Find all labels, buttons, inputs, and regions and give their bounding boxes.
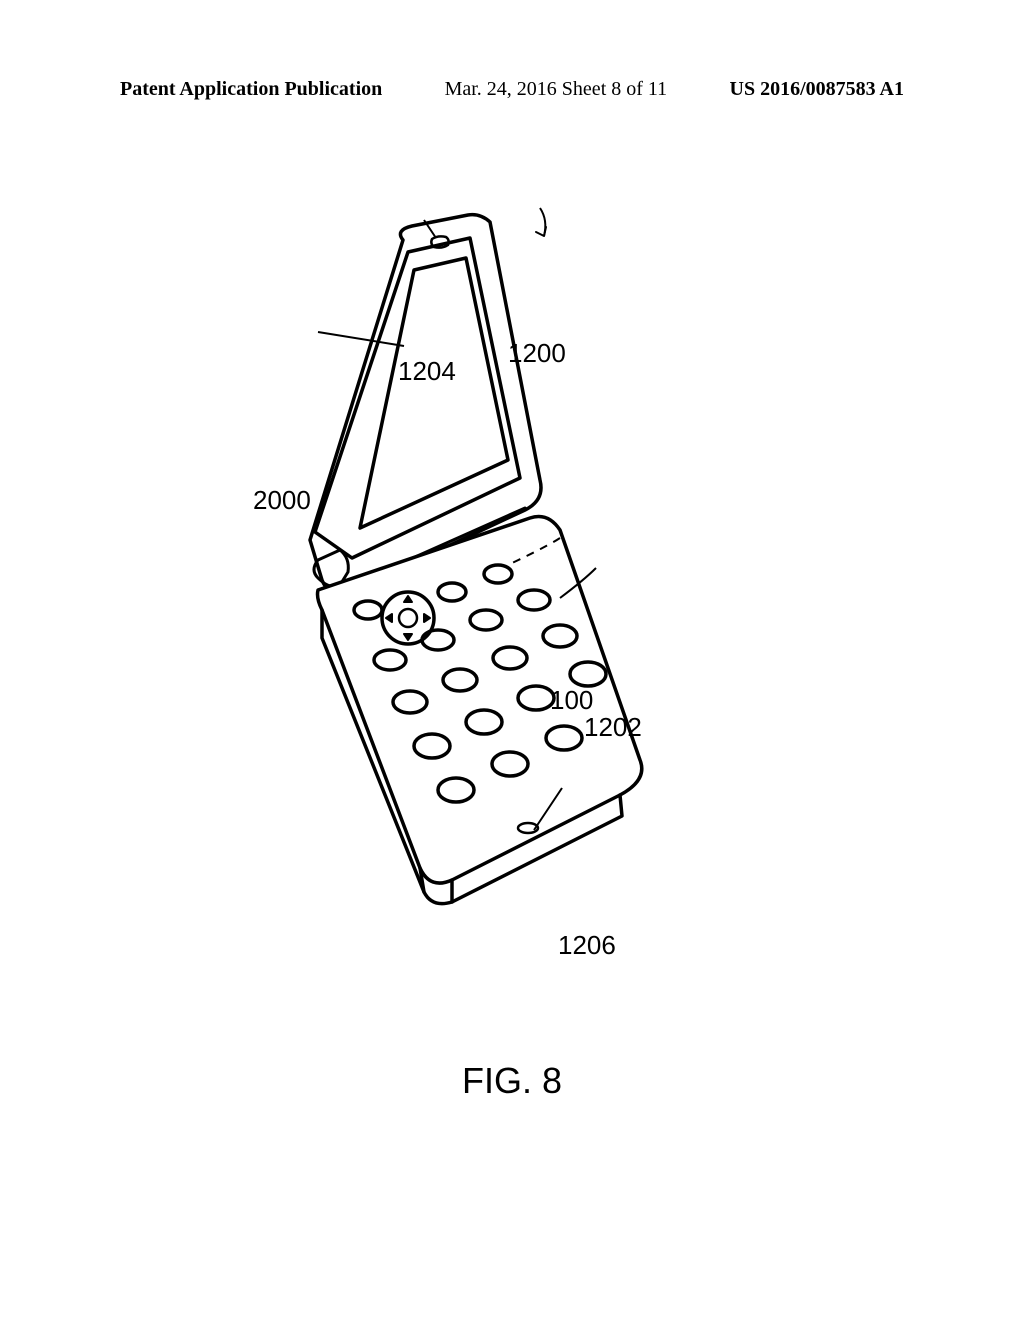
ref-1206: 1206 <box>558 930 616 961</box>
ref-1202: 1202 <box>584 712 642 743</box>
figure-8: 1200 1204 2000 100 1202 1206 <box>0 160 1024 860</box>
ref-1200: 1200 <box>508 338 566 369</box>
ref-2000: 2000 <box>253 485 311 516</box>
header-center: Mar. 24, 2016 Sheet 8 of 11 <box>445 78 668 101</box>
patent-drawing <box>0 160 1024 980</box>
header-left: Patent Application Publication <box>120 78 382 101</box>
ref-1204: 1204 <box>398 356 456 387</box>
header-right: US 2016/0087583 A1 <box>730 78 904 101</box>
page-header: Patent Application Publication Mar. 24, … <box>0 78 1024 101</box>
figure-label: FIG. 8 <box>0 1060 1024 1102</box>
